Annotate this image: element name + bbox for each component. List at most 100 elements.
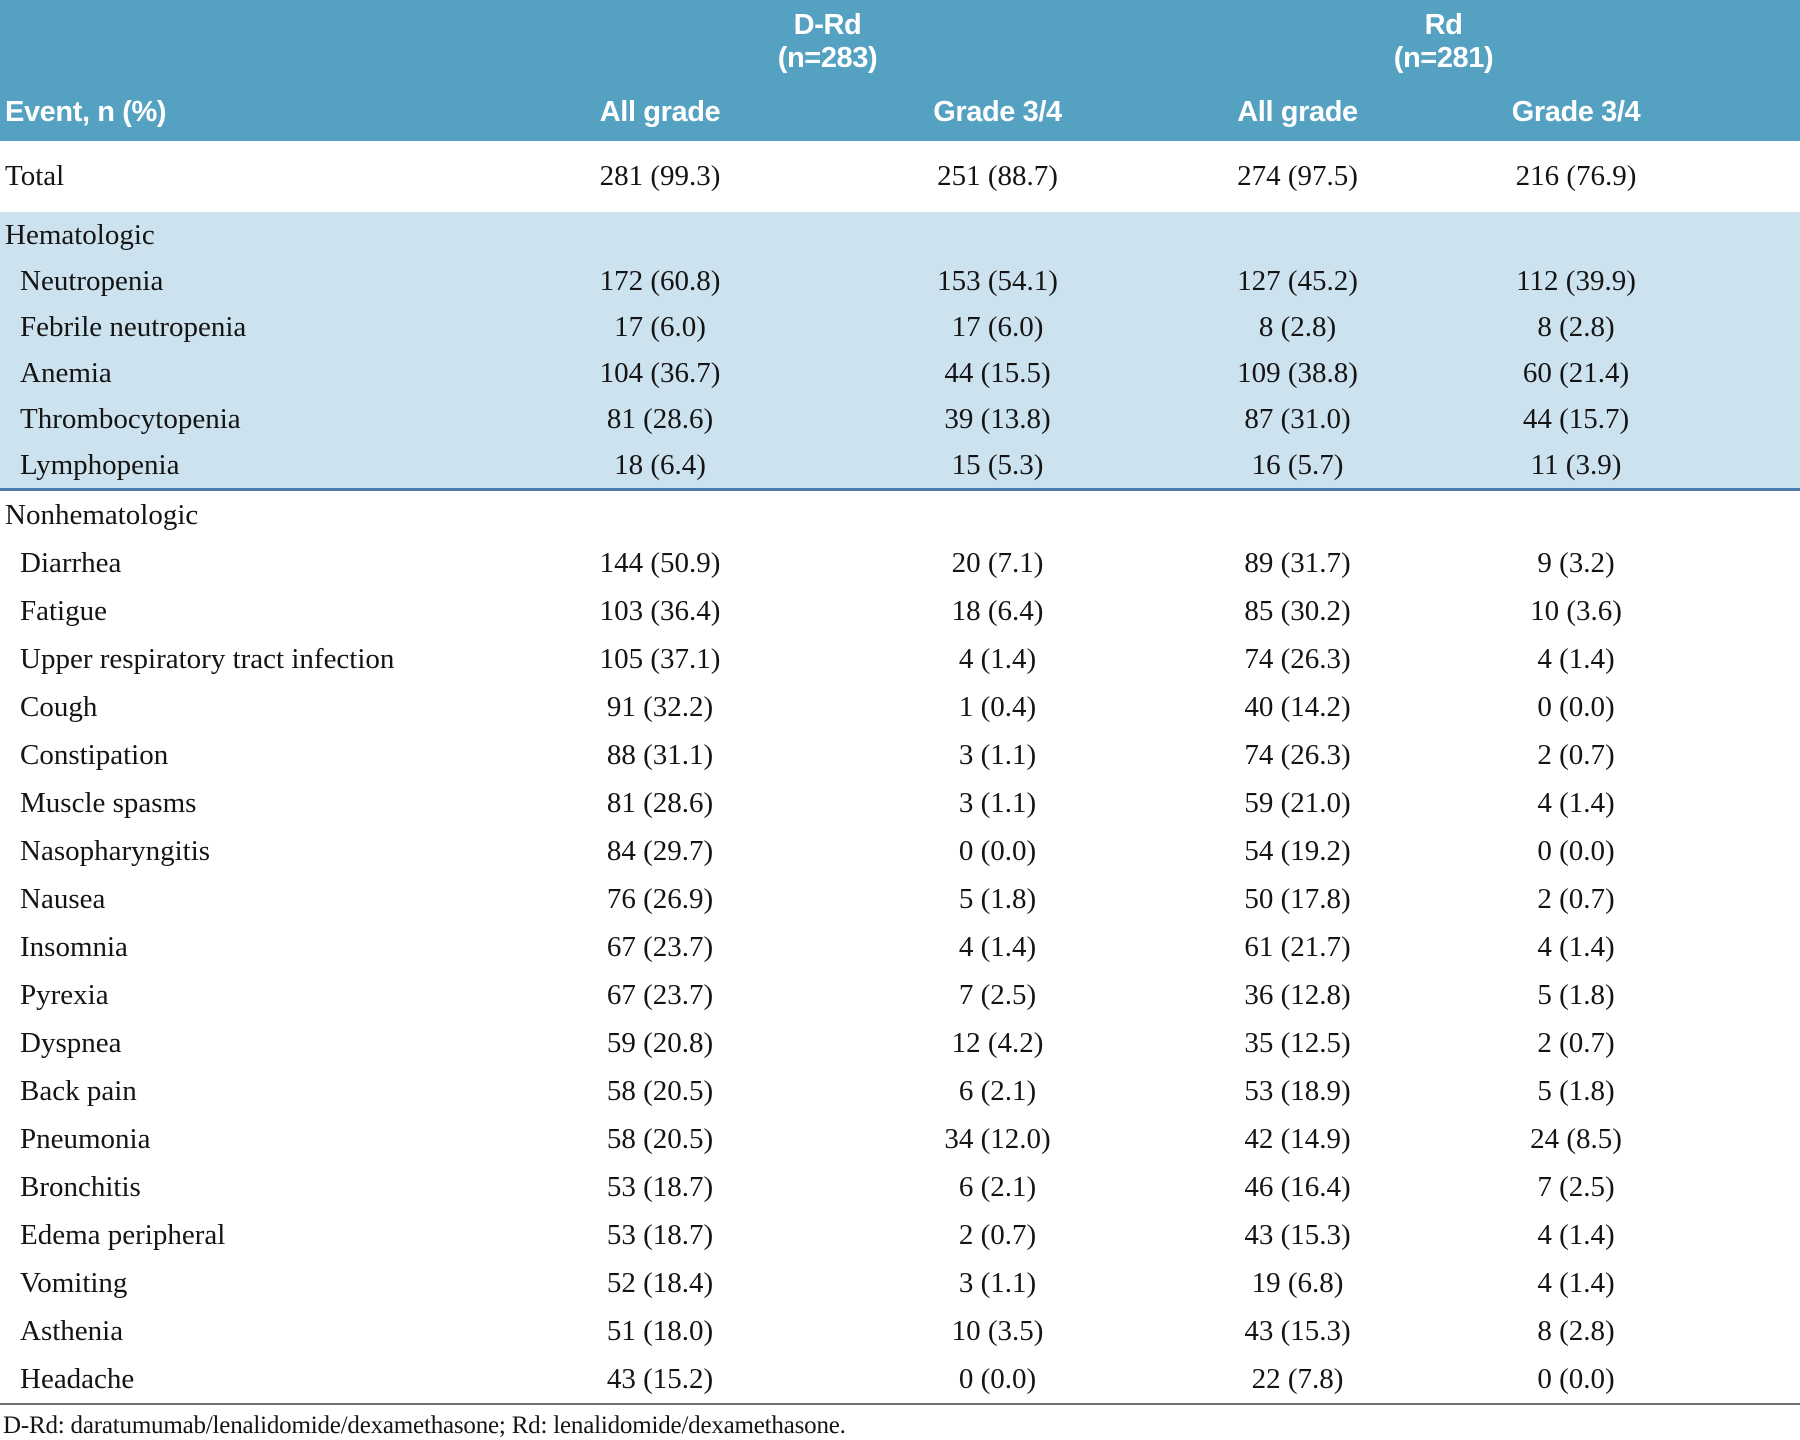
value-cell: 0 (0.0) <box>958 834 1037 867</box>
table-row: Insomnia 67 (23.7) 4 (1.4) 61 (21.7) 4 (… <box>0 923 1800 971</box>
event-label: Vomiting <box>20 1266 128 1299</box>
value-cell: 39 (13.8) <box>830 396 1165 442</box>
value-cell: 36 (12.8) <box>1244 978 1351 1011</box>
value-cell: 51 (18.0) <box>606 1314 714 1347</box>
event-label: Back pain <box>20 1074 137 1107</box>
value-cell: 274 (97.5) <box>1237 160 1358 192</box>
value-cell: 4 (1.4) <box>958 642 1037 675</box>
value-cell: 4 (1.4) <box>1537 1218 1615 1251</box>
value-cell: 3 (1.1) <box>958 738 1037 771</box>
value-cell: 7 (2.5) <box>958 978 1037 1011</box>
table-row: Fatigue 103 (36.4) 18 (6.4) 85 (30.2) 10… <box>0 587 1800 635</box>
value-cell: 54 (19.2) <box>1244 834 1351 867</box>
value-cell: 4 (1.4) <box>1537 1266 1615 1299</box>
value-cell: 0 (0.0) <box>1537 690 1615 723</box>
value-cell: 17 (6.0) <box>490 304 830 350</box>
event-label: Headache <box>20 1362 135 1395</box>
value-cell: 8 (2.8) <box>1165 304 1430 350</box>
value-cell: 0 (0.0) <box>1537 1362 1615 1395</box>
value-cell: 4 (1.4) <box>1537 786 1615 819</box>
table-row: Vomiting 52 (18.4) 3 (1.1) 19 (6.8) 4 (1… <box>0 1259 1800 1307</box>
table-row: Headache 43 (15.2) 0 (0.0) 22 (7.8) 0 (0… <box>0 1355 1800 1403</box>
value-cell: 43 (15.3) <box>1244 1218 1351 1251</box>
table-row: Pneumonia 58 (20.5) 34 (12.0) 42 (14.9) … <box>0 1115 1800 1163</box>
value-cell: 153 (54.1) <box>830 258 1165 304</box>
value-cell: 74 (26.3) <box>1244 642 1351 675</box>
group-rd-n: (n=281) <box>1393 42 1494 74</box>
value-cell: 11 (3.9) <box>1430 442 1800 491</box>
table-row: Dyspnea 59 (20.8) 12 (4.2) 35 (12.5) 2 (… <box>0 1019 1800 1067</box>
value-cell: 81 (28.6) <box>606 786 714 819</box>
value-cell: 60 (21.4) <box>1430 350 1800 396</box>
table-row: Diarrhea 144 (50.9) 20 (7.1) 89 (31.7) 9… <box>0 539 1800 587</box>
value-cell: 2 (0.7) <box>1537 738 1615 771</box>
event-label: Dyspnea <box>20 1026 122 1059</box>
value-cell: 109 (38.8) <box>1165 350 1430 396</box>
value-cell: 10 (3.6) <box>1530 594 1622 627</box>
value-cell: 112 (39.9) <box>1430 258 1800 304</box>
table-row: Pyrexia 67 (23.7) 7 (2.5) 36 (12.8) 5 (1… <box>0 971 1800 1019</box>
value-cell: 4 (1.4) <box>1537 930 1615 963</box>
value-cell <box>1430 490 1800 540</box>
value-cell: 87 (31.0) <box>1165 396 1430 442</box>
value-cell: 1 (0.4) <box>958 690 1037 723</box>
event-label: Edema peripheral <box>20 1218 226 1251</box>
table-row: Nonhematologic <box>0 490 1800 540</box>
value-cell: 46 (16.4) <box>1244 1170 1351 1203</box>
table-row: Neutropenia 172 (60.8) 153 (54.1) 127 (4… <box>0 258 1800 304</box>
value-cell: 7 (2.5) <box>1537 1170 1615 1203</box>
value-cell <box>1430 212 1800 258</box>
value-cell: 19 (6.8) <box>1251 1266 1344 1299</box>
table-row: Nasopharyngitis 84 (29.7) 0 (0.0) 54 (19… <box>0 827 1800 875</box>
event-label: Nausea <box>20 882 106 915</box>
table-row: Edema peripheral 53 (18.7) 2 (0.7) 43 (1… <box>0 1211 1800 1259</box>
value-cell: 58 (20.5) <box>606 1122 714 1155</box>
value-cell: 103 (36.4) <box>599 594 721 627</box>
value-cell: 89 (31.7) <box>1244 546 1351 579</box>
event-label: Constipation <box>20 738 169 771</box>
value-cell: 67 (23.7) <box>606 978 714 1011</box>
value-cell: 2 (0.7) <box>1537 1026 1615 1059</box>
table-footnote: D-Rd: daratumumab/lenalidomide/dexametha… <box>0 1403 1800 1440</box>
value-cell <box>830 212 1165 258</box>
value-cell: 251 (88.7) <box>937 160 1058 192</box>
value-cell <box>830 490 1165 540</box>
value-cell: 3 (1.1) <box>958 786 1037 819</box>
value-cell: 104 (36.7) <box>490 350 830 396</box>
value-cell: 35 (12.5) <box>1244 1026 1351 1059</box>
value-cell: 59 (20.8) <box>606 1026 714 1059</box>
event-label: Nasopharyngitis <box>20 834 211 867</box>
value-cell <box>490 490 830 540</box>
event-label: Nonhematologic <box>5 498 199 531</box>
value-cell: 24 (8.5) <box>1530 1122 1622 1155</box>
table-row: Thrombocytopenia 81 (28.6) 39 (13.8) 87 … <box>0 396 1800 442</box>
value-cell: 0 (0.0) <box>958 1362 1037 1395</box>
value-cell: 44 (15.5) <box>830 350 1165 396</box>
value-cell: 58 (20.5) <box>606 1074 714 1107</box>
event-label: Total <box>5 160 65 192</box>
value-cell: 0 (0.0) <box>1537 834 1615 867</box>
value-cell: 8 (2.8) <box>1430 304 1800 350</box>
value-cell: 16 (5.7) <box>1165 442 1430 491</box>
table-row: Back pain 58 (20.5) 6 (2.1) 53 (18.9) 5 … <box>0 1067 1800 1115</box>
table-row: Bronchitis 53 (18.7) 6 (2.1) 46 (16.4) 7… <box>0 1163 1800 1211</box>
value-cell: 9 (3.2) <box>1537 546 1615 579</box>
value-cell: 216 (76.9) <box>1515 160 1637 192</box>
event-label: Bronchitis <box>20 1170 141 1203</box>
value-cell: 43 (15.2) <box>606 1362 714 1395</box>
value-cell: 91 (32.2) <box>606 690 714 723</box>
value-cell: 67 (23.7) <box>606 930 714 963</box>
table-row: Anemia 104 (36.7) 44 (15.5) 109 (38.8) 6… <box>0 350 1800 396</box>
table-header: Event, n (%) D-Rd (n=283) Rd (n=281) All… <box>0 0 1800 141</box>
table-row: Cough 91 (32.2) 1 (0.4) 40 (14.2) 0 (0.0… <box>0 683 1800 731</box>
table-row: Lymphopenia 18 (6.4) 15 (5.3) 16 (5.7) 1… <box>0 442 1800 491</box>
value-cell: 5 (1.8) <box>958 882 1037 915</box>
value-cell: 17 (6.0) <box>830 304 1165 350</box>
event-label: Hematologic <box>0 212 490 258</box>
value-cell: 5 (1.8) <box>1537 978 1615 1011</box>
value-cell: 2 (0.7) <box>958 1218 1037 1251</box>
value-cell: 4 (1.4) <box>958 930 1037 963</box>
table-row: Nausea 76 (26.9) 5 (1.8) 50 (17.8) 2 (0.… <box>0 875 1800 923</box>
event-label: Anemia <box>0 350 490 396</box>
value-cell: 6 (2.1) <box>958 1074 1037 1107</box>
